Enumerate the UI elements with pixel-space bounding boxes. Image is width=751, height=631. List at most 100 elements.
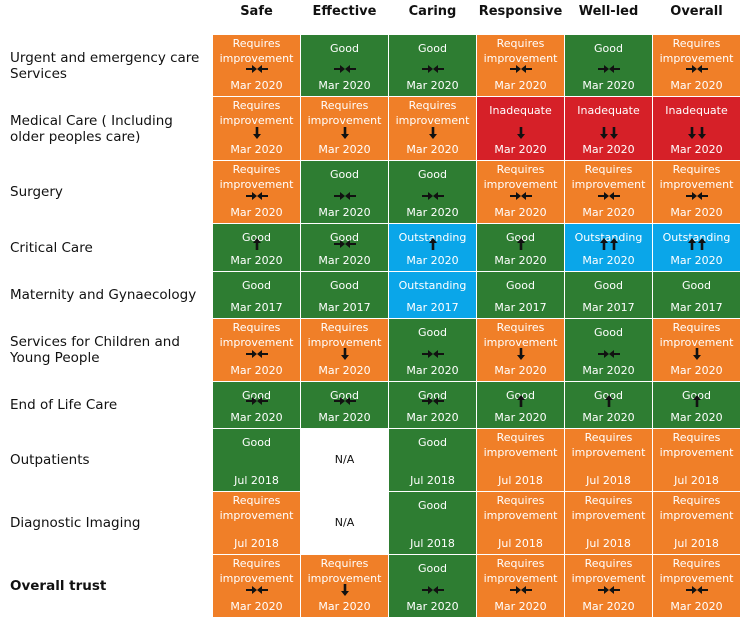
column-header-overall: Overall — [670, 4, 723, 19]
rating-cell: Requires improvement Mar 2020 — [213, 161, 300, 223]
rating-cell: Requires improvement Mar 2020 — [477, 35, 564, 96]
column-header-caring: Caring — [408, 4, 457, 19]
rating-cell: Requires improvement Jul 2018 — [565, 492, 652, 554]
no-change-arrows-icon — [597, 192, 620, 200]
no-change-arrows-icon — [509, 586, 532, 594]
trend-arrow — [565, 62, 652, 76]
rating-text: Requires improvement — [659, 557, 734, 585]
trend-arrow — [477, 347, 564, 361]
trend-arrow — [389, 126, 476, 140]
rating-up-arrow-icon — [516, 395, 525, 407]
column-header-responsive: Responsive — [478, 4, 563, 19]
rating-cell: Requires improvement Mar 2020 — [477, 161, 564, 223]
rating-cell: Outstanding Mar 2020 — [389, 224, 476, 271]
rating-cell: Good Mar 2020 — [389, 555, 476, 617]
no-change-arrows-icon — [245, 586, 268, 594]
trend-arrow — [653, 394, 740, 408]
rating-date: Mar 2020 — [670, 254, 723, 267]
rating-down-arrow-icon — [516, 127, 525, 139]
rating-text: Outstanding — [662, 231, 731, 244]
rating-text: Requires improvement — [483, 557, 558, 585]
rating-cell: Requires improvement Jul 2018 — [213, 492, 300, 554]
rating-date: Mar 2020 — [318, 600, 371, 613]
trend-arrow — [565, 394, 652, 408]
rating-date: Mar 2020 — [494, 206, 547, 219]
row-label: Outpatients — [10, 452, 90, 468]
rating-text: Requires improvement — [571, 494, 646, 522]
row-label: Overall trust — [10, 578, 107, 594]
rating-cell: Requires improvement Mar 2020 — [565, 555, 652, 617]
rating-text: Requires improvement — [483, 431, 558, 459]
rating-text: Requires improvement — [571, 557, 646, 585]
rating-cell: Requires improvement Mar 2020 — [653, 319, 740, 381]
trend-arrow — [301, 237, 388, 251]
row-label: Services for Children and Young People — [10, 334, 180, 366]
rating-date: Mar 2020 — [670, 364, 723, 377]
rating-date: Mar 2020 — [670, 79, 723, 92]
rating-date: Mar 2020 — [406, 79, 459, 92]
trend-arrow — [653, 189, 740, 203]
rating-cell: Requires improvement Mar 2020 — [565, 161, 652, 223]
rating-cell: Good Mar 2017 — [213, 272, 300, 318]
rating-text: Inadequate — [489, 104, 552, 117]
rating-text: Good — [242, 231, 271, 244]
rating-date: Jul 2018 — [234, 474, 279, 487]
no-change-arrows-icon — [597, 65, 620, 73]
row-label: Medical Care ( Including older peoples c… — [10, 112, 173, 145]
rating-cell: Requires improvement Mar 2020 — [301, 319, 388, 381]
rating-text: Good — [418, 436, 447, 449]
rating-up-arrow-icon — [604, 395, 613, 407]
rating-text: Good — [506, 279, 535, 292]
rating-text: Requires improvement — [219, 557, 294, 585]
rating-text: Good — [418, 168, 447, 181]
rating-date: Mar 2020 — [318, 254, 371, 267]
rating-date: Jul 2018 — [234, 537, 279, 550]
rating-date: Mar 2020 — [230, 411, 283, 424]
no-change-arrows-icon — [421, 586, 444, 594]
trend-arrow — [565, 237, 652, 251]
rating-text: Requires improvement — [483, 494, 558, 522]
rating-cell: Outstanding Mar 2020 — [653, 224, 740, 271]
rating-cell: Good Mar 2020 — [477, 224, 564, 271]
rating-cell: Requires improvement Jul 2018 — [477, 429, 564, 491]
row-label: Surgery — [10, 184, 63, 200]
no-change-arrows-icon — [245, 397, 268, 405]
rating-text: Good — [418, 42, 447, 55]
rating-text: Good — [330, 279, 359, 292]
no-change-arrows-icon — [421, 350, 444, 358]
rating-text: Outstanding — [574, 231, 643, 244]
rating-text: Requires improvement — [307, 557, 382, 585]
rating-text: Good — [506, 231, 535, 244]
rating-date: Mar 2020 — [670, 411, 723, 424]
rating-down-arrow-icon — [252, 127, 261, 139]
trend-arrow — [565, 347, 652, 361]
column-header-effective: Effective — [312, 4, 377, 19]
rating-date: Jul 2018 — [586, 474, 631, 487]
rating-text: Requires improvement — [659, 163, 734, 191]
no-change-arrows-icon — [509, 65, 532, 73]
rating-date: Mar 2017 — [582, 301, 635, 314]
rating-text: Requires improvement — [483, 163, 558, 191]
rating-down-arrow-icon — [340, 127, 349, 139]
rating-date: Mar 2020 — [494, 143, 547, 156]
row-label: End of Life Care — [10, 397, 118, 413]
rating-cell: Good Mar 2020 — [389, 319, 476, 381]
rating-text: Inadequate — [577, 104, 640, 117]
rating-text: Outstanding — [398, 231, 467, 244]
rating-cell: Requires improvement Jul 2018 — [653, 492, 740, 554]
trend-arrow — [477, 189, 564, 203]
rating-date: Mar 2020 — [230, 206, 283, 219]
rating-text: Requires improvement — [307, 321, 382, 349]
trend-arrow — [213, 583, 300, 597]
rating-date: Mar 2020 — [406, 143, 459, 156]
rating-cell: Good Mar 2020 — [389, 161, 476, 223]
trend-arrow — [653, 62, 740, 76]
trend-arrow — [213, 62, 300, 76]
rating-cell: Requires improvement Mar 2020 — [213, 555, 300, 617]
rating-down-arrow-icon — [340, 584, 349, 596]
rating-date: Mar 2020 — [230, 600, 283, 613]
rating-date: Mar 2020 — [582, 79, 635, 92]
rating-text: Requires improvement — [659, 37, 734, 65]
rating-cell: Requires improvement Mar 2020 — [301, 97, 388, 160]
trend-arrow — [477, 237, 564, 251]
